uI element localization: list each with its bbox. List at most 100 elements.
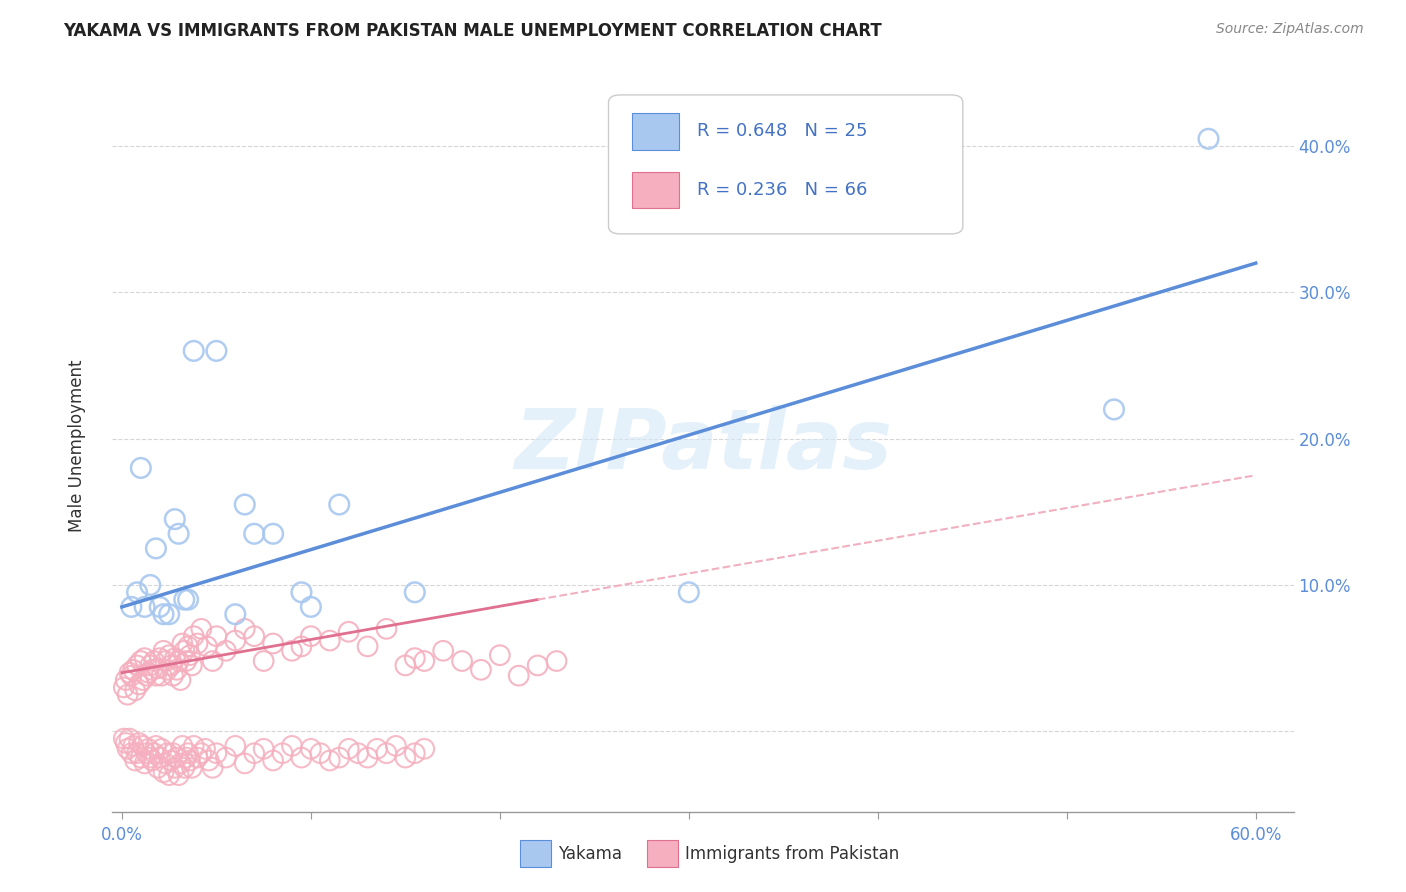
Point (173, 644, 195, 658)
Point (128, 736, 150, 750)
Point (152, 607, 174, 622)
Point (413, 654, 436, 668)
Point (201, 761, 224, 775)
Text: YAKAMA VS IMMIGRANTS FROM PAKISTAN MALE UNEMPLOYMENT CORRELATION CHART: YAKAMA VS IMMIGRANTS FROM PAKISTAN MALE … (63, 22, 882, 40)
Point (157, 768, 180, 782)
Point (180, 658, 202, 673)
Point (167, 654, 190, 668)
Point (172, 636, 194, 650)
Point (174, 654, 197, 668)
Point (508, 668, 530, 682)
Point (173, 761, 195, 775)
Point (145, 739, 167, 753)
Point (375, 622, 398, 636)
Point (224, 739, 246, 753)
Point (404, 746, 426, 760)
Point (299, 629, 322, 643)
Point (160, 658, 183, 673)
Point (132, 673, 155, 687)
Point (129, 654, 152, 668)
Point (129, 750, 152, 764)
Point (366, 741, 388, 756)
Point (319, 754, 342, 768)
Point (253, 741, 276, 756)
Point (404, 585, 426, 599)
Point (163, 651, 186, 665)
Point (167, 768, 190, 782)
Point (162, 746, 184, 760)
Point (281, 644, 304, 658)
Point (262, 636, 284, 650)
Point (117, 688, 139, 702)
Point (177, 640, 200, 654)
Point (290, 750, 312, 764)
Text: R = 0.648   N = 25: R = 0.648 N = 25 (697, 122, 868, 140)
Point (394, 750, 416, 764)
Point (337, 741, 360, 756)
Point (156, 663, 179, 677)
Point (141, 754, 163, 768)
Point (143, 654, 166, 668)
Point (177, 592, 200, 607)
Point (281, 739, 304, 753)
Point (114, 673, 136, 687)
Point (179, 754, 201, 768)
Point (162, 668, 184, 682)
Point (169, 756, 191, 771)
Point (134, 651, 156, 665)
Point (172, 739, 194, 753)
Point (125, 746, 148, 760)
Point (253, 654, 276, 668)
Point (385, 739, 408, 753)
Point (546, 654, 568, 668)
Point (290, 640, 312, 654)
Text: ZIPatlas: ZIPatlas (515, 406, 891, 486)
Point (139, 578, 162, 592)
Point (224, 607, 246, 622)
Point (205, 629, 228, 643)
Text: Male Unemployment: Male Unemployment (69, 359, 86, 533)
Point (183, 343, 205, 358)
Point (347, 746, 370, 760)
Point (290, 585, 312, 599)
Point (124, 754, 146, 768)
Point (394, 658, 416, 673)
Point (112, 731, 135, 746)
Point (299, 741, 322, 756)
Point (356, 750, 378, 764)
Point (152, 765, 174, 780)
Point (150, 741, 173, 756)
Point (233, 622, 256, 636)
Point (156, 746, 179, 760)
Point (233, 498, 256, 512)
Point (139, 658, 162, 673)
Point (177, 746, 200, 760)
Point (413, 741, 436, 756)
Point (120, 668, 142, 682)
Point (129, 461, 152, 475)
Text: Yakama: Yakama (558, 845, 623, 863)
Point (205, 746, 228, 760)
Point (145, 541, 167, 556)
Point (134, 756, 156, 771)
Point (149, 599, 172, 614)
Point (1198, 132, 1220, 146)
Point (470, 663, 492, 677)
Point (120, 599, 142, 614)
Point (432, 644, 454, 658)
Point (198, 754, 221, 768)
Point (233, 756, 256, 771)
Point (128, 677, 150, 691)
Point (163, 761, 186, 775)
Point (150, 668, 173, 682)
Point (169, 673, 191, 687)
Point (243, 746, 266, 760)
Point (146, 761, 169, 775)
Point (152, 644, 174, 658)
Point (145, 668, 167, 682)
Point (243, 526, 266, 541)
Point (179, 648, 201, 663)
Point (146, 661, 169, 675)
Point (160, 754, 183, 768)
Point (337, 624, 360, 639)
